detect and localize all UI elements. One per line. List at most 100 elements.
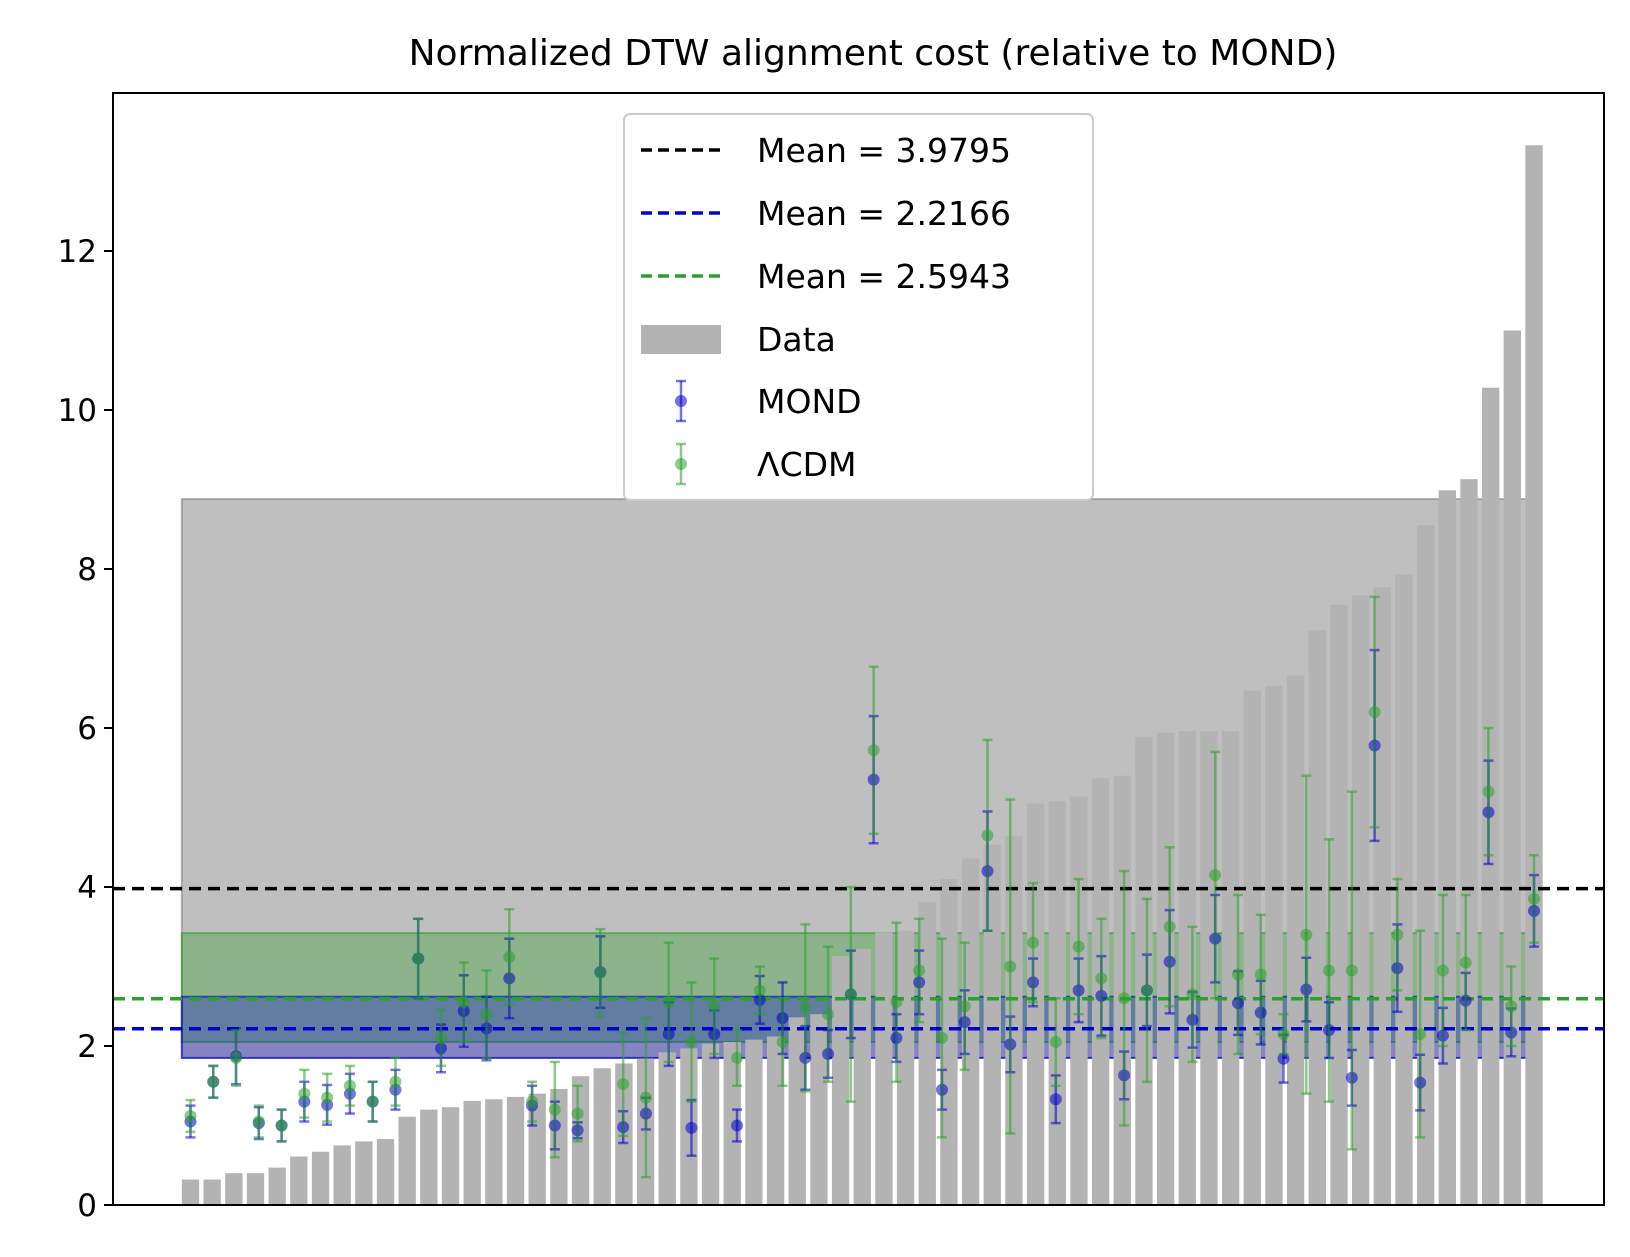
lcdm-point [981, 738, 994, 932]
lcdm-point [1209, 750, 1222, 1000]
data-bar [1135, 736, 1153, 1205]
legend-label-data-mean: Mean = 3.9795 [757, 131, 1011, 170]
lcdm-point [1186, 925, 1199, 1064]
mean-line-layer [113, 886, 1604, 1031]
lcdm-point [480, 969, 493, 1060]
lcdm-point [1004, 798, 1017, 1135]
lcdm-point [1072, 877, 1085, 1016]
lcdm-point [1277, 1012, 1290, 1056]
plot-frame [112, 92, 1605, 1206]
lcdm-point [230, 1028, 243, 1087]
lcdm-point [252, 1104, 265, 1139]
data-bar [1221, 731, 1240, 1205]
legend-swatch-lcdm [675, 442, 687, 486]
legend-label-mond: MOND [757, 382, 862, 421]
data-bar [485, 1099, 503, 1205]
data-bar [203, 1179, 221, 1205]
data-bar [831, 956, 850, 1205]
legend-label-lcdm: ΛCDM [757, 445, 857, 484]
data-bar [875, 932, 893, 1205]
lcdm-point [844, 885, 857, 1103]
lcdm-point [1391, 877, 1404, 992]
data-bar [896, 930, 915, 1205]
lcdm-point [298, 1068, 311, 1119]
data-bar [1330, 604, 1348, 1205]
lcdm-point [913, 917, 926, 1024]
lcdm-point [184, 1098, 197, 1134]
y-tick-label: 10 [58, 393, 97, 429]
data-bar [1373, 587, 1391, 1205]
lcdm-point [935, 937, 948, 1139]
lcdm-point [1345, 790, 1358, 1151]
data-bar [1048, 801, 1066, 1205]
lcdm-point [1163, 846, 1176, 1008]
data-bar [983, 844, 1001, 1205]
chart-title: Normalized DTW alignment cost (relative … [409, 33, 1338, 74]
lcdm-point [1459, 893, 1472, 1032]
data-bar [441, 1107, 460, 1205]
y-tick-label: 0 [77, 1188, 97, 1224]
data-bar [810, 1014, 828, 1205]
data-bar [1438, 490, 1456, 1205]
data-bar [918, 902, 936, 1205]
data-bar [1503, 330, 1521, 1205]
data-bar [311, 1151, 330, 1205]
legend-label-lcdm-mean: Mean = 2.5943 [757, 257, 1011, 296]
lcdm-point [617, 1031, 630, 1138]
lcdm-point [1140, 897, 1153, 1084]
data-bar [788, 1017, 806, 1205]
data-bar [1351, 595, 1370, 1205]
lcdm-point [958, 941, 971, 1072]
data-bar [1395, 574, 1413, 1205]
legend-label-data: Data [757, 320, 836, 359]
y-tick-label: 4 [77, 870, 97, 906]
data-bar [1265, 685, 1283, 1205]
lcdm-point [1414, 929, 1427, 1139]
mond-point [731, 1108, 744, 1143]
lcdm-point [389, 1056, 402, 1107]
data-bar [398, 1116, 416, 1205]
bar-layer [181, 145, 1543, 1205]
data-bar [853, 949, 871, 1205]
data-bar [268, 1167, 286, 1205]
lcdm-point [207, 1064, 220, 1099]
lcdm-point [503, 908, 516, 1006]
lcdm-point [1095, 917, 1108, 1040]
y-tick-label: 8 [77, 552, 97, 588]
legend-label-mond-mean: Mean = 2.2166 [757, 194, 1011, 233]
legend-frame [623, 113, 1094, 501]
lcdm-point [776, 997, 789, 1087]
data-bar [1005, 836, 1023, 1205]
lcdm-point [366, 1080, 379, 1123]
data-bar [1113, 775, 1131, 1205]
lcdm-point [1118, 869, 1131, 1127]
data-bar [940, 879, 958, 1205]
legend: Mean = 3.9795 Mean = 2.2166 Mean = 2.594… [623, 113, 1094, 501]
lcdm-point [1505, 965, 1518, 1048]
data-bar [1178, 731, 1196, 1205]
data-bar [333, 1145, 351, 1205]
lcdm-point [1027, 881, 1040, 1004]
legend-swatch-mond [675, 379, 687, 423]
y-tick-label: 2 [77, 1029, 97, 1065]
data-bar [225, 1173, 243, 1205]
data-bar [1200, 731, 1218, 1205]
lcdm-point [890, 921, 903, 1084]
lcdm-point [753, 965, 766, 1016]
lcdm-point [822, 945, 835, 1084]
lcdm-point [594, 927, 607, 1018]
data-bar [420, 1109, 438, 1205]
lcdm-point [867, 665, 880, 835]
y-tick-label: 12 [58, 234, 97, 270]
data-bar [1525, 145, 1543, 1205]
data-bar [961, 858, 980, 1205]
point-layer [184, 595, 1540, 1179]
lcdm-point [1436, 893, 1449, 1048]
lcdm-point [1300, 774, 1313, 1095]
data-bar [1243, 690, 1261, 1205]
data-bar [290, 1156, 308, 1205]
lcdm-point [526, 1080, 539, 1123]
data-bar [1286, 675, 1305, 1205]
lcdm-point [1528, 853, 1540, 944]
